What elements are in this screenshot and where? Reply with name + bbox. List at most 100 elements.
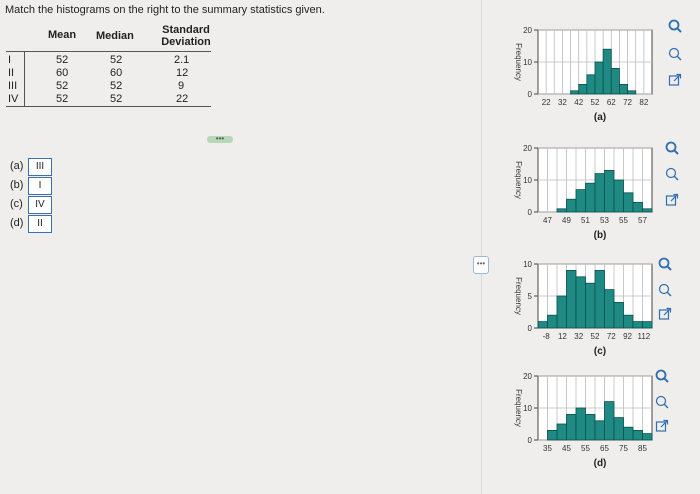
x-tick-label: 12 [558,332,567,341]
histogram-bar [642,433,653,441]
match-answer-select[interactable]: II [28,215,52,233]
header-median: Median [96,30,134,42]
x-tick-label: 53 [600,216,609,225]
instruction-text: Match the histograms on the right to the… [5,4,325,16]
x-tick-label: 72 [623,98,632,107]
y-axis-label: Frequency [514,277,523,315]
histogram-bar [585,414,596,441]
x-tick-label: 35 [543,444,552,453]
y-tick-label: 10 [523,58,532,67]
x-tick-label: 32 [574,332,583,341]
histogram-bar [623,426,634,441]
zoom-out-icon[interactable] [667,46,683,62]
median-cell: 52 [110,54,123,66]
histogram-bar [556,423,567,441]
row-label: II [8,67,15,79]
sd-cell: 12 [176,67,189,79]
panel-resize-handle[interactable]: ••• [473,256,489,274]
y-axis-label: Frequency [514,161,523,199]
x-tick-label: 75 [619,444,628,453]
histogram-bar [627,90,637,95]
match-answer-select[interactable]: I [28,177,52,195]
histogram-bar [594,420,605,441]
mean-cell: 52 [56,93,69,105]
histogram-b: 0 10 20 47 49 51 53 55 57 Frequency (b) [514,144,653,241]
x-tick-label: 62 [607,98,616,107]
match-answer-select[interactable]: IV [28,196,52,214]
median-cell: 52 [110,80,123,92]
zoom-out-icon[interactable] [664,166,680,182]
y-tick-label: 0 [528,90,533,99]
match-row: (c) IV [6,196,54,214]
histogram-caption: (c) [594,346,606,357]
x-tick-label: 42 [574,98,583,107]
x-tick-label: 32 [558,98,567,107]
zoom-in-icon[interactable] [667,18,683,34]
zoom-in-icon[interactable] [657,256,673,272]
y-tick-label: 0 [528,208,533,217]
histogram-bar [602,48,612,95]
y-tick-label: 20 [523,26,532,35]
x-tick-label: 55 [619,216,628,225]
histogram-a: 0 10 20 22 32 42 52 62 72 82 Frequency (a) [514,26,653,123]
row-label: IV [8,93,19,105]
histogram-bar [632,202,643,213]
y-tick-label: 20 [523,144,532,153]
histogram-bar [578,84,588,95]
histogram-bar [585,282,596,329]
match-label: (c) [10,198,23,210]
stats-table: Mean Median Standard Deviation I 52 52 2… [6,24,211,107]
sd-cell: 22 [176,93,189,105]
y-tick-label: 10 [523,260,532,269]
collapse-divider-button[interactable]: ••• [207,135,233,143]
sd-cell: 2.1 [174,54,190,66]
open-external-icon[interactable] [664,192,680,208]
x-tick-label: 55 [581,444,590,453]
zoom-out-icon[interactable] [657,282,673,298]
x-tick-label: -8 [543,332,551,341]
x-tick-label: 52 [591,98,600,107]
median-cell: 52 [110,93,123,105]
histogram-bar [604,401,615,441]
open-external-icon[interactable] [667,72,683,88]
y-tick-label: 5 [528,292,533,301]
zoom-in-icon[interactable] [654,368,670,384]
y-axis-label: Frequency [514,43,523,81]
median-cell: 60 [110,67,123,79]
histogram-bar [642,321,653,329]
histogram-caption: (a) [594,112,606,123]
histogram-bar [594,173,605,213]
panel-divider [481,0,482,494]
histogram-bar [575,407,586,441]
open-external-icon[interactable] [657,306,673,322]
match-label: (b) [10,179,24,191]
y-tick-label: 0 [528,436,533,445]
histogram-bar [547,314,558,329]
histogram-caption: (b) [594,230,607,241]
y-tick-label: 10 [523,404,532,413]
mean-cell: 52 [56,80,69,92]
match-label: (a) [10,160,24,172]
zoom-out-icon[interactable] [654,394,670,410]
histogram-bar [610,68,620,95]
histogram-bar [604,169,615,213]
x-tick-label: 92 [623,332,632,341]
match-answer-select[interactable]: III [28,158,52,176]
x-tick-label: 65 [600,444,609,453]
header-std-dev: Standard Deviation [161,24,211,48]
zoom-in-icon[interactable] [664,140,680,156]
histogram-bar [585,182,596,213]
histogram-bar [570,90,580,95]
histogram-bar [566,198,577,213]
histogram-bar [642,208,653,213]
header-mean: Mean [48,29,77,41]
histogram-bar [566,269,577,329]
y-axis-label: Frequency [514,389,523,427]
x-tick-label: 47 [543,216,552,225]
row-label: III [8,80,18,92]
open-external-icon[interactable] [654,418,670,434]
mean-cell: 60 [56,67,69,79]
histogram-bar [594,269,605,329]
match-label: (d) [10,217,24,229]
histogram-c: 0 5 10 -8 12 32 52 72 92 112 Frequency (c) [514,260,653,357]
